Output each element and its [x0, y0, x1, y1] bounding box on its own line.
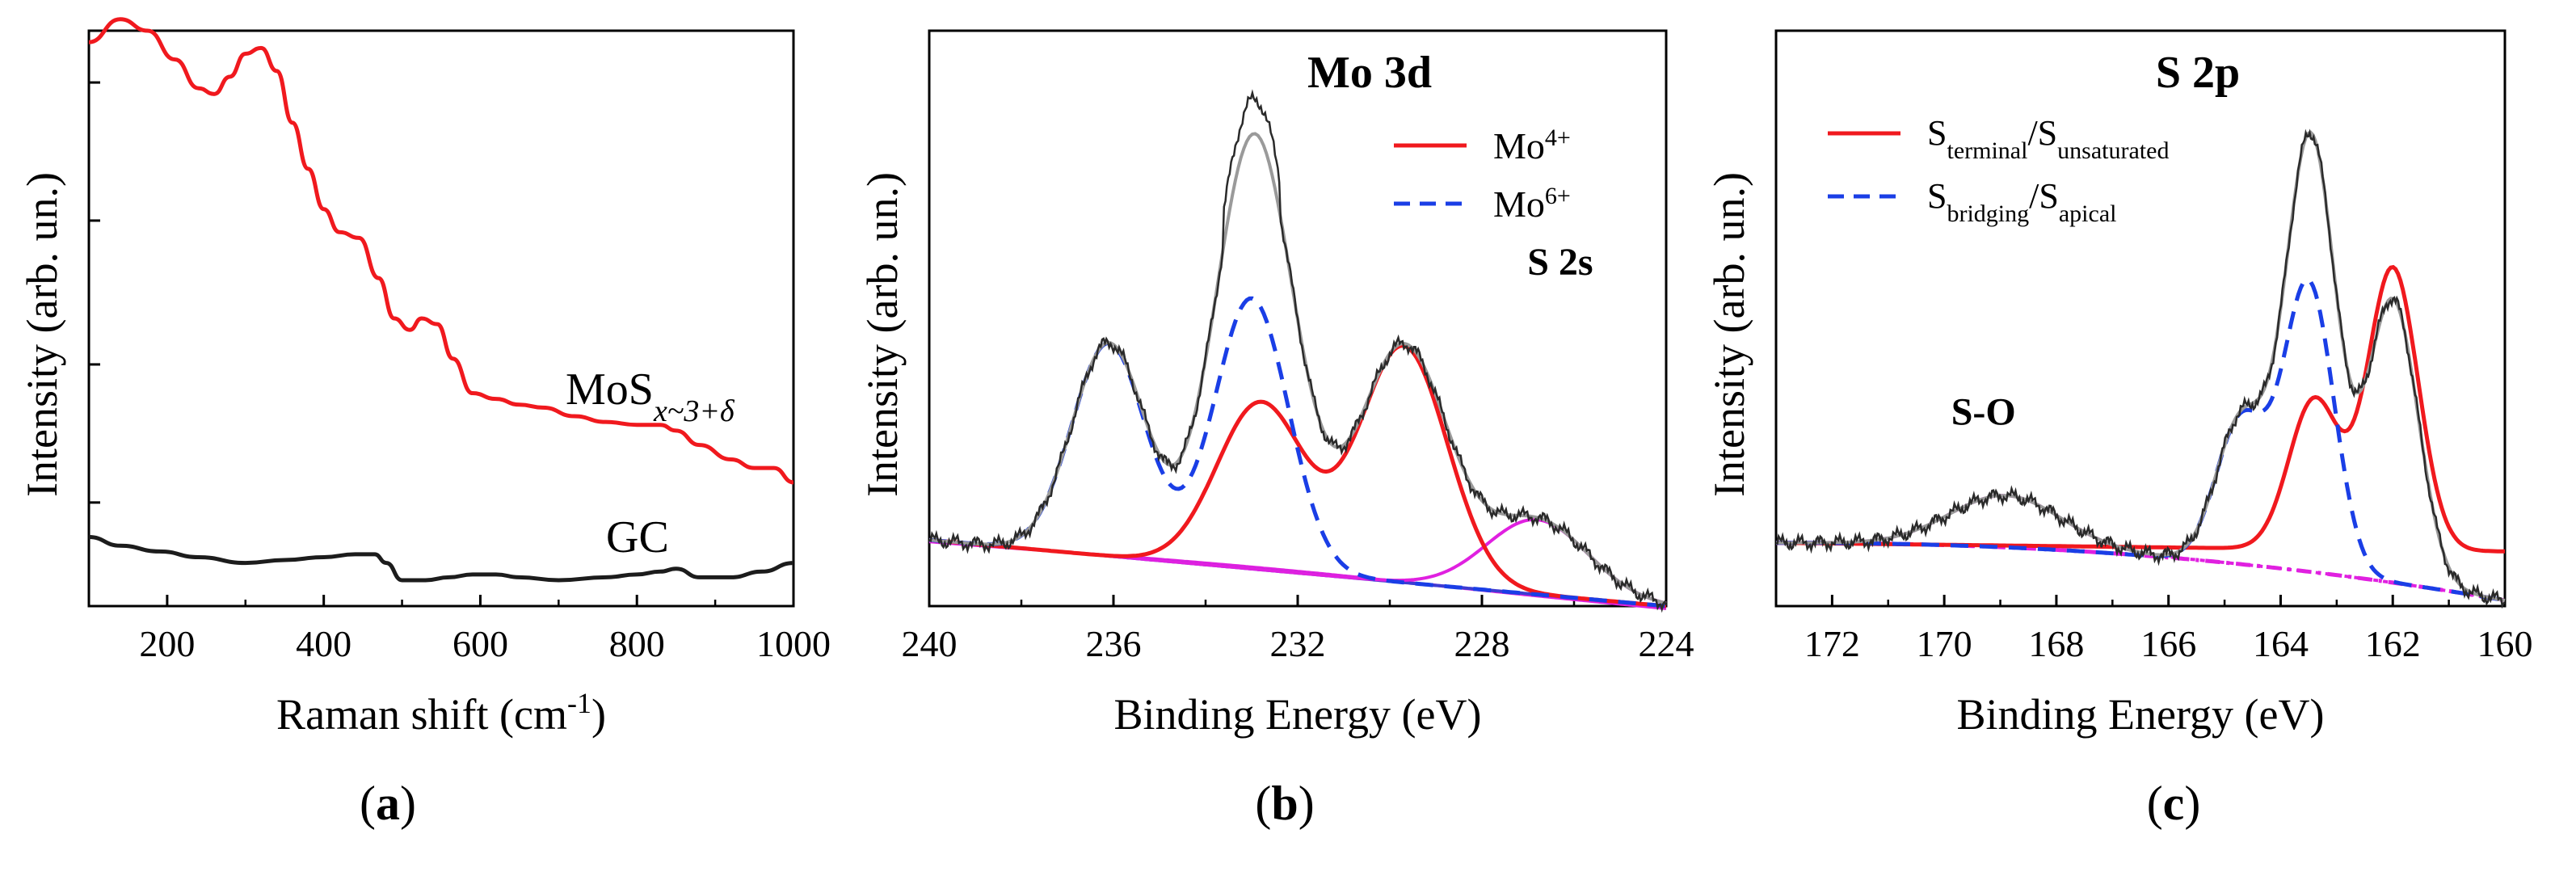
- series-line-gc: [88, 535, 794, 583]
- peak-mo4: [928, 343, 1667, 609]
- legend-label-main: Mo: [1493, 183, 1545, 225]
- x-axis-label-text: Binding Energy (eV): [1114, 690, 1482, 739]
- panel-c: 172 170 168 166 164 162 160 Binding Energy (eV)…: [1705, 29, 2533, 739]
- legend: Mo4+Mo6+: [1394, 124, 1571, 225]
- series-line-mosx: [88, 17, 794, 485]
- legend-label-sup: 4+: [1545, 124, 1571, 151]
- x-axis-label: Raman shift (cm-1): [276, 687, 606, 739]
- x-tick-label: 800: [609, 623, 665, 664]
- chart-title: Mo 3d: [1307, 48, 1432, 98]
- x-tick-label: 240: [902, 623, 958, 664]
- x-axis-label-text: Binding Energy (eV): [1957, 690, 2325, 739]
- annotation-s2s: S 2s: [1527, 241, 1593, 284]
- series-label-mosx: MoSx~3+δ: [566, 364, 735, 428]
- legend-label-sup: 6+: [1545, 183, 1571, 209]
- series-label-gc: GC: [606, 512, 669, 562]
- x-tick-label: 200: [139, 623, 195, 664]
- x-axis-label: Binding Energy (eV): [1957, 690, 2325, 739]
- legend-label-mid: /S: [2029, 176, 2059, 216]
- x-axis-label: Binding Energy (eV): [1114, 690, 1482, 739]
- panel-b: 240 236 232 228 224 Binding Energy (eV) Intens…: [858, 29, 1694, 739]
- legend-label-sub1: terminal: [1947, 137, 2027, 164]
- legend-label: Sbridging/Sapical: [1927, 176, 2116, 227]
- panel-label-a: (a): [360, 777, 416, 830]
- peak-s2s: [928, 518, 1667, 605]
- panel-label-c: (c): [2146, 777, 2201, 830]
- x-tick-label: 232: [1270, 623, 1326, 664]
- annotation-so: S-O: [1951, 391, 2016, 434]
- legend-label: Mo4+: [1493, 124, 1571, 167]
- y-axis-label: Intensity (arb. un.): [18, 172, 66, 497]
- series-label-main: MoS: [566, 364, 654, 415]
- x-tick-label: 160: [2477, 623, 2533, 664]
- x-axis-label-sup: -1: [567, 687, 591, 719]
- axes-frame: [87, 29, 795, 608]
- x-tick-label: 164: [2253, 623, 2309, 664]
- legend-label-sub1: bridging: [1947, 200, 2029, 227]
- x-axis-label-end: ): [591, 690, 606, 739]
- axes-frame: [1774, 29, 2507, 608]
- x-tick-label: 168: [2028, 623, 2084, 664]
- x-tick-label: 1000: [756, 623, 831, 664]
- peak-terminal: [1776, 264, 2505, 554]
- x-tick-label: 600: [452, 623, 508, 664]
- legend-label-main: Mo: [1493, 125, 1545, 166]
- legend-label-main: S: [1927, 113, 1947, 153]
- y-axis-label: Intensity (arb. un.): [858, 172, 907, 497]
- panel-label-b: (b): [1255, 777, 1315, 830]
- x-tick-label: 166: [2140, 623, 2196, 664]
- x-tick-label: 228: [1454, 623, 1510, 664]
- legend-label-mid: /S: [2027, 113, 2057, 153]
- peak-mo6: [928, 296, 1667, 609]
- legend-label-main: S: [1927, 176, 1947, 216]
- y-axis-label: Intensity (arb. un.): [1705, 172, 1753, 497]
- x-tick-label: 162: [2365, 623, 2421, 664]
- raw-data: [928, 89, 1668, 613]
- x-tick-label: 170: [1917, 623, 1972, 664]
- x-tick-label: 236: [1086, 623, 1142, 664]
- chart-title: S 2p: [2156, 48, 2240, 98]
- x-tick-label: 400: [296, 623, 351, 664]
- fit-envelope: [1776, 130, 2506, 602]
- legend-label-sub2: apical: [2059, 200, 2117, 227]
- peak-so: [1776, 494, 2506, 602]
- raw-data: [1775, 128, 2506, 609]
- legend-label: Sterminal/Sunsaturated: [1927, 113, 2169, 164]
- x-axis-label-text: Raman shift (cm: [276, 690, 567, 739]
- panel-a: 200 400 600 800 1000 Raman shift (cm-1) Intens…: [18, 17, 831, 739]
- legend-label-sub2: unsaturated: [2057, 137, 2169, 164]
- x-tick-label: 224: [1639, 623, 1694, 664]
- x-tick-label: 172: [1804, 623, 1860, 664]
- series-label-sub: x~3+δ: [653, 394, 735, 428]
- legend-label: Mo6+: [1493, 183, 1571, 225]
